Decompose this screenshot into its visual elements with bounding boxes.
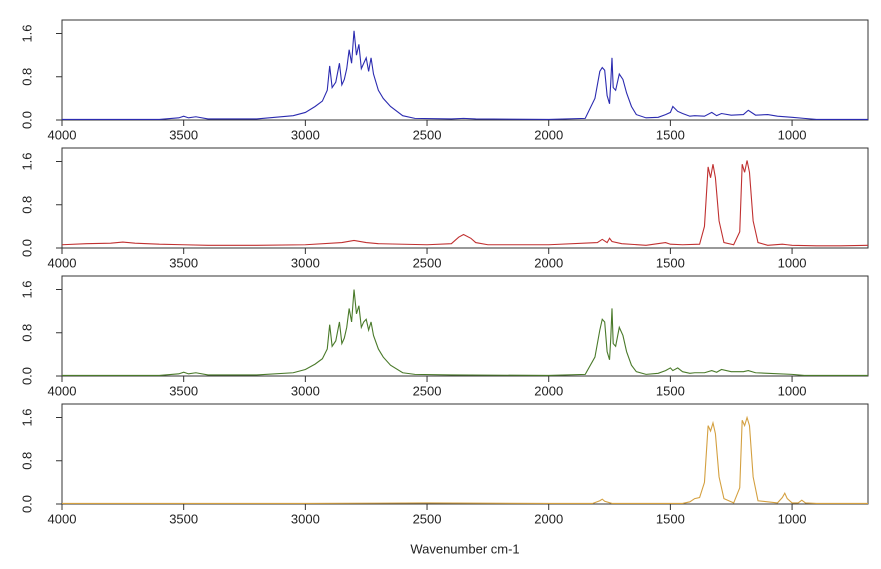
y-tick-label: 0.0 bbox=[19, 111, 34, 129]
x-tick-label: 2500 bbox=[413, 255, 442, 270]
x-tick-label: 1500 bbox=[656, 127, 685, 142]
x-tick-label: 2500 bbox=[413, 511, 442, 526]
x-tick-label: 1000 bbox=[778, 127, 807, 142]
x-tick-label: 1000 bbox=[778, 383, 807, 398]
x-tick-label: 4000 bbox=[48, 383, 77, 398]
x-tick-label: 3500 bbox=[169, 511, 198, 526]
x-tick-label: 3500 bbox=[169, 255, 198, 270]
plot-frame bbox=[61, 403, 869, 505]
y-tick-label: 0.8 bbox=[19, 324, 34, 342]
y-tick-label: 1.6 bbox=[19, 152, 34, 170]
x-tick-label: 2500 bbox=[413, 383, 442, 398]
x-tick-label: 1000 bbox=[778, 255, 807, 270]
x-tick-label: 3000 bbox=[291, 383, 320, 398]
x-tick-label: 3000 bbox=[291, 511, 320, 526]
x-tick-label: 2000 bbox=[534, 511, 563, 526]
spectrum-line bbox=[62, 30, 868, 121]
spectrum-line bbox=[62, 415, 868, 505]
x-tick-label: 3000 bbox=[291, 127, 320, 142]
x-tick-label: 3500 bbox=[169, 127, 198, 142]
y-tick-label: 0.8 bbox=[19, 452, 34, 470]
x-tick-label: 1500 bbox=[656, 383, 685, 398]
plot-frame bbox=[61, 147, 869, 249]
x-tick-label: 2000 bbox=[534, 255, 563, 270]
y-tick-label: 1.6 bbox=[19, 24, 34, 42]
spectrum-line bbox=[61, 160, 869, 247]
y-tick-label: 1.6 bbox=[19, 408, 34, 426]
x-tick-label: 1000 bbox=[778, 511, 807, 526]
x-tick-label: 4000 bbox=[48, 511, 77, 526]
y-tick-label: 1.6 bbox=[19, 280, 34, 298]
x-tick-label: 3500 bbox=[169, 383, 198, 398]
x-tick-label: 4000 bbox=[48, 255, 77, 270]
y-tick-label: 0.0 bbox=[19, 367, 34, 385]
x-tick-label: 2000 bbox=[534, 127, 563, 142]
x-tick-label: 2500 bbox=[413, 127, 442, 142]
spectrum-line bbox=[62, 289, 868, 377]
x-tick-label: 1500 bbox=[656, 511, 685, 526]
x-tick-label: 1500 bbox=[656, 255, 685, 270]
plot-frame bbox=[61, 275, 869, 377]
x-tick-label: 4000 bbox=[48, 127, 77, 142]
y-tick-label: 0.8 bbox=[19, 68, 34, 86]
x-tick-label: 3000 bbox=[291, 255, 320, 270]
x-axis-label: Wavenumber cm-1 bbox=[410, 541, 519, 556]
y-tick-label: 0.0 bbox=[19, 495, 34, 513]
x-tick-label: 2000 bbox=[534, 383, 563, 398]
plot-frame bbox=[61, 19, 869, 121]
y-tick-label: 0.8 bbox=[19, 196, 34, 214]
y-tick-label: 0.0 bbox=[19, 239, 34, 257]
